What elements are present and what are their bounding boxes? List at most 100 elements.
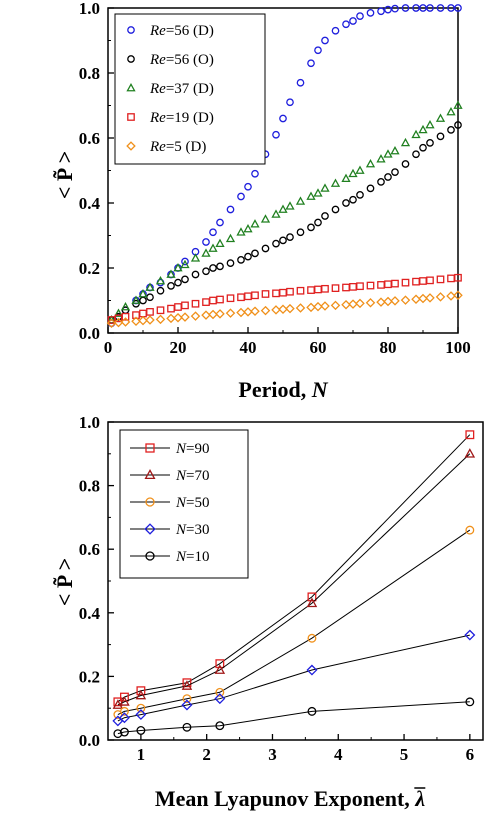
data-point xyxy=(174,303,182,311)
data-point xyxy=(272,239,280,248)
data-point xyxy=(119,706,129,716)
data-point xyxy=(306,191,316,200)
data-point xyxy=(215,687,225,697)
data-point xyxy=(215,238,225,247)
data-point xyxy=(173,262,183,272)
data-point xyxy=(321,284,329,293)
data-point xyxy=(366,9,375,17)
data-point xyxy=(182,694,192,704)
data-point xyxy=(307,59,315,68)
data-point xyxy=(145,315,155,325)
y-tick-label: 0.4 xyxy=(79,604,101,623)
bottom-chart-marks xyxy=(112,430,476,739)
data-point xyxy=(237,192,245,201)
data-point xyxy=(260,214,271,223)
data-point xyxy=(313,301,323,312)
data-point xyxy=(180,312,190,322)
data-point xyxy=(454,273,462,282)
data-point xyxy=(330,300,341,311)
data-point xyxy=(401,278,410,287)
data-point xyxy=(349,195,357,204)
data-point xyxy=(465,525,475,535)
legend-label: N=70 xyxy=(175,468,209,484)
data-point xyxy=(331,26,340,35)
data-point xyxy=(411,294,421,304)
data-point xyxy=(377,7,385,16)
data-point xyxy=(376,154,386,163)
legend-marker xyxy=(127,113,135,121)
data-point xyxy=(400,137,411,147)
data-point xyxy=(390,296,400,306)
data-point xyxy=(436,4,445,12)
data-point xyxy=(320,183,330,192)
x-tick-label: 5 xyxy=(400,745,409,764)
legend-marker xyxy=(126,141,136,151)
data-point xyxy=(390,145,400,155)
data-point xyxy=(391,279,399,288)
data-point xyxy=(295,303,306,313)
data-point xyxy=(313,188,323,197)
legend-marker xyxy=(144,523,156,535)
data-point xyxy=(226,294,235,303)
data-point xyxy=(307,592,317,602)
data-point xyxy=(355,298,365,309)
y-tick-label: 1.0 xyxy=(79,413,100,432)
data-point xyxy=(138,288,148,298)
data-point xyxy=(236,227,246,236)
data-point xyxy=(356,12,364,20)
top-x-axis-label: Period, N xyxy=(238,377,328,402)
data-point xyxy=(314,285,322,294)
data-point xyxy=(306,664,318,676)
data-point xyxy=(118,712,130,724)
data-point xyxy=(307,633,317,643)
data-point xyxy=(146,293,154,302)
data-point xyxy=(120,301,131,311)
data-point xyxy=(453,290,463,301)
data-point xyxy=(418,293,428,304)
legend-label: Re=5 (D) xyxy=(149,139,206,155)
data-point xyxy=(119,696,130,706)
y-tick-label: 0.6 xyxy=(79,129,100,148)
data-point xyxy=(237,256,245,264)
bottom-chart: 1 2 3 4 5 6 0.0 0.2 0.4 0.6 0.8 1.0 < P̃ > Mean Lya… xyxy=(52,413,484,811)
data-point xyxy=(349,282,357,291)
data-point xyxy=(365,298,376,308)
data-point xyxy=(366,184,375,193)
top-axis-ticks: 0 20 40 60 80 100 0.0 0.2 0.4 0.6 0.8 1.0 xyxy=(79,0,471,357)
data-point xyxy=(366,281,375,290)
y-tick-label: 0.2 xyxy=(79,667,100,686)
data-point xyxy=(320,301,330,311)
data-point xyxy=(330,178,341,187)
y-tick-label: 0.0 xyxy=(79,324,100,343)
data-point xyxy=(278,304,288,315)
bottom-x-axis-label: Mean Lyapunov Exponent, λ xyxy=(155,786,425,811)
data-point xyxy=(321,36,329,45)
data-point xyxy=(244,252,252,261)
y-tick-label: 0.2 xyxy=(79,259,100,278)
data-point xyxy=(436,132,445,141)
data-point xyxy=(131,295,141,304)
data-point xyxy=(120,317,131,327)
data-point xyxy=(341,299,351,310)
data-point xyxy=(356,191,364,199)
data-point xyxy=(250,306,260,316)
series-line xyxy=(117,701,470,735)
data-point xyxy=(216,218,224,227)
data-point xyxy=(435,292,446,302)
legend-marker xyxy=(127,55,135,63)
legend-label: N=10 xyxy=(175,549,209,565)
data-point xyxy=(307,706,317,716)
data-point xyxy=(106,318,117,329)
data-point xyxy=(208,243,218,252)
data-point xyxy=(190,311,201,321)
x-tick-label: 0 xyxy=(104,338,113,357)
data-point xyxy=(181,680,193,690)
top-chart-marks xyxy=(106,4,463,329)
data-point xyxy=(307,286,315,294)
series-line xyxy=(117,634,470,722)
data-point xyxy=(321,212,329,220)
y-tick-label: 0.0 xyxy=(79,731,100,750)
data-point xyxy=(182,678,192,688)
data-point xyxy=(135,689,147,700)
